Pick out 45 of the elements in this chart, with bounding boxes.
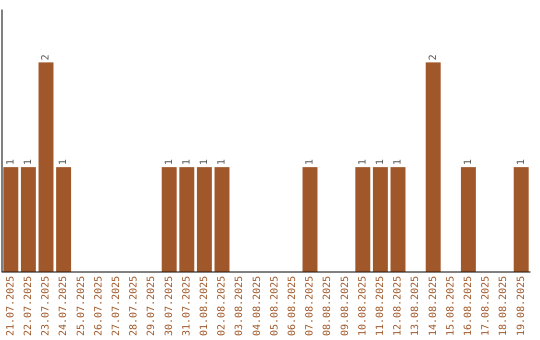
x-tick-label: 15.08.2025 — [445, 276, 456, 336]
data-label: 1 — [392, 159, 404, 166]
x-tick-label: 05.08.2025 — [269, 276, 280, 336]
x-tick-label: 14.08.2025 — [428, 276, 439, 336]
data-label: 1 — [22, 159, 34, 166]
data-label: 1 — [374, 159, 386, 166]
x-tick-label: 01.08.2025 — [198, 276, 210, 336]
data-label: 1 — [216, 159, 228, 166]
x-tick-label: 30.07.2025 — [164, 276, 175, 336]
x-tick-label: 13.08.2025 — [410, 276, 422, 336]
data-label: 1 — [58, 159, 70, 166]
data-label: 1 — [462, 159, 474, 166]
x-tick-label: 25.07.2025 — [76, 276, 87, 336]
x-tick-label: 19.08.2025 — [516, 276, 527, 336]
data-label: 1 — [516, 159, 527, 166]
x-tick-label: 08.08.2025 — [322, 276, 334, 336]
data-label: 1 — [304, 159, 316, 166]
x-tick-label: 03.08.2025 — [234, 276, 246, 336]
data-label: 2 — [428, 54, 439, 60]
data-label: 1 — [164, 159, 175, 166]
x-tick-label: 10.08.2025 — [357, 276, 368, 336]
x-tick-label: 09.08.2025 — [340, 276, 351, 336]
x-tick-label: 29.07.2025 — [146, 276, 158, 336]
x-tick-label: 12.08.2025 — [392, 276, 404, 336]
x-tick-label: 07.08.2025 — [304, 276, 316, 336]
data-label: 1 — [5, 159, 16, 166]
x-tick-label: 04.08.2025 — [252, 276, 263, 336]
x-tick-label: 21.07.2025 — [5, 276, 16, 336]
x-tick-label: 06.08.2025 — [286, 276, 298, 336]
x-tick-label: 17.08.2025 — [480, 276, 492, 336]
x-tick-label: 16.08.2025 — [462, 276, 474, 336]
x-tick-label: 31.07.2025 — [181, 276, 192, 336]
data-label: 2 — [40, 54, 52, 60]
x-tick-label: 11.08.2025 — [374, 276, 386, 336]
x-tick-label: 23.07.2025 — [40, 276, 52, 336]
data-label: 1 — [198, 159, 210, 166]
x-tick-label: 18.08.2025 — [498, 276, 510, 336]
data-label: 1 — [181, 159, 192, 166]
x-tick-label: 22.07.2025 — [22, 276, 34, 336]
x-tick-label: 28.07.2025 — [128, 276, 140, 336]
x-tick-label: 02.08.2025 — [216, 276, 228, 336]
x-tick-label: 27.07.2025 — [110, 276, 122, 336]
data-label: 1 — [357, 159, 368, 166]
x-tick-label: 26.07.2025 — [93, 276, 104, 336]
x-tick-label: 24.07.2025 — [58, 276, 70, 336]
